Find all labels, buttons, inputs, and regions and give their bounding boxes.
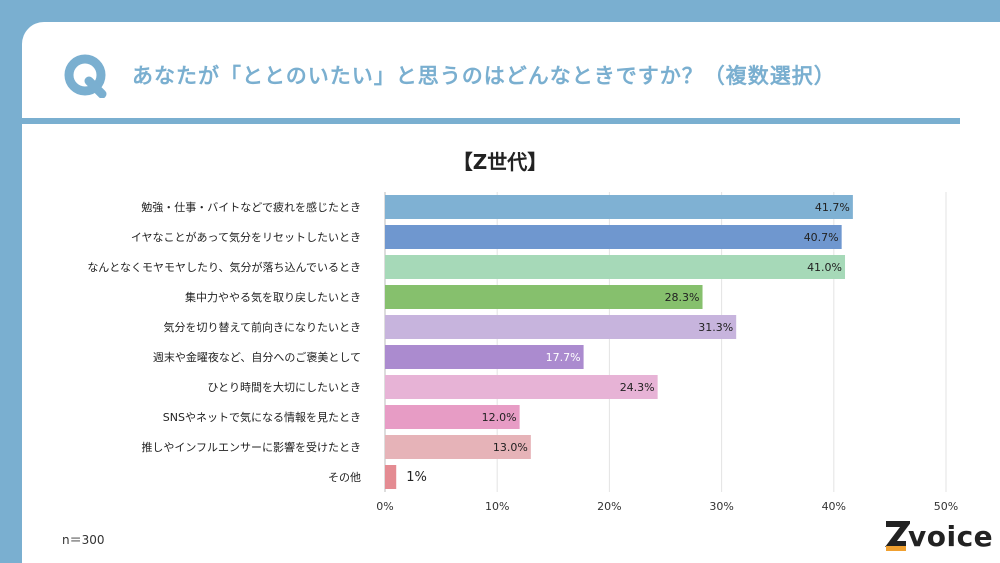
bar bbox=[385, 345, 584, 369]
bar bbox=[385, 315, 737, 339]
sample-size-note: n＝300 bbox=[62, 533, 105, 547]
value-label: 41.7% bbox=[815, 201, 850, 214]
category-label: 推しやインフルエンサーに影響を受けたとき bbox=[141, 440, 361, 454]
value-label: 31.3% bbox=[698, 321, 733, 334]
x-tick-label: 20% bbox=[597, 500, 621, 513]
x-tick-label: 30% bbox=[709, 500, 733, 513]
bar bbox=[385, 225, 842, 249]
x-tick-label: 40% bbox=[822, 500, 846, 513]
category-label: 勉強・仕事・バイトなどで疲れを感じたとき bbox=[141, 200, 361, 214]
bar bbox=[385, 375, 658, 399]
z-logo-icon bbox=[885, 521, 910, 551]
value-label: 17.7% bbox=[546, 351, 581, 364]
question-title: あなたが「ととのいたい」と思うのはどんなときですか？（複数選択） bbox=[132, 64, 836, 88]
x-tick-label: 50% bbox=[934, 500, 958, 513]
value-label: 28.3% bbox=[665, 291, 700, 304]
category-label: なんとなくモヤモヤしたり、気分が落ち込んでいるとき bbox=[87, 260, 361, 274]
bar bbox=[385, 435, 531, 459]
bar bbox=[385, 285, 703, 309]
x-tick-label: 10% bbox=[485, 500, 509, 513]
bar bbox=[385, 255, 846, 279]
brand-logo: voice bbox=[884, 520, 994, 554]
bar bbox=[385, 465, 397, 489]
category-label: ひとり時間を大切にしたいとき bbox=[207, 380, 361, 394]
bar bbox=[385, 195, 853, 219]
value-label: 40.7% bbox=[804, 231, 839, 244]
category-label: 集中力ややる気を取り戻したいとき bbox=[185, 290, 361, 304]
value-label: 1% bbox=[406, 470, 427, 485]
category-label: 気分を切り替えて前向きになりたいとき bbox=[164, 320, 361, 334]
bar bbox=[385, 405, 520, 429]
value-label: 24.3% bbox=[620, 381, 655, 394]
chart-title: 【Z世代】 bbox=[452, 150, 548, 174]
brand-name: voice bbox=[908, 520, 994, 553]
value-label: 13.0% bbox=[493, 441, 528, 454]
value-label: 41.0% bbox=[807, 261, 842, 274]
header-divider bbox=[22, 118, 960, 124]
category-label: イヤなことがあって気分をリセットしたいとき bbox=[131, 230, 361, 244]
value-label: 12.0% bbox=[482, 411, 517, 424]
category-label: SNSやネットで気になる情報を見たとき bbox=[163, 410, 361, 424]
category-label: 週末や金曜夜など、自分へのご褒美として bbox=[153, 350, 361, 364]
category-label: その他 bbox=[328, 471, 361, 484]
q-icon bbox=[64, 54, 107, 98]
x-tick-label: 0% bbox=[376, 500, 393, 513]
